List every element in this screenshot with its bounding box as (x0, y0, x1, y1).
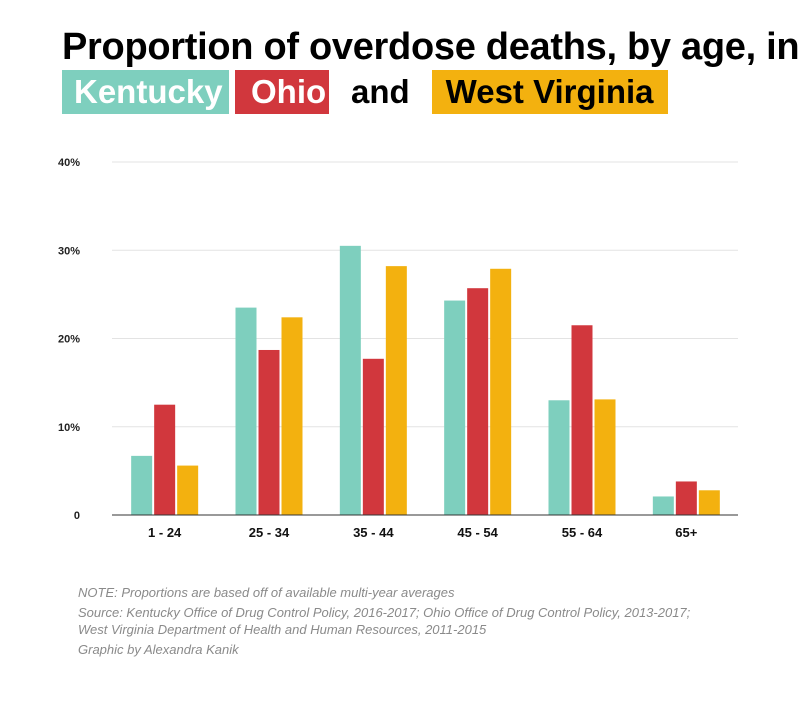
credit-text: Graphic by Alexandra Kanik (78, 642, 239, 657)
x-tick-label: 55 - 64 (562, 525, 603, 540)
source-text: Source: Kentucky Office of Drug Control … (78, 604, 690, 638)
bar-west-virginia (698, 490, 720, 515)
y-axis-ticks: 0 10% 20% 30% 40% (58, 157, 80, 522)
bar-ohio (571, 325, 593, 515)
bar-ohio (258, 349, 280, 515)
legend-ohio: Ohio (235, 70, 329, 114)
bar-west-virginia (281, 317, 303, 515)
bar-kentucky (235, 307, 257, 515)
x-tick-label: 65+ (675, 525, 697, 540)
bar-west-virginia (594, 399, 616, 515)
bar-ohio (675, 481, 697, 515)
y-tick-label: 30% (58, 245, 80, 257)
y-tick-label: 20% (58, 334, 80, 346)
bar-west-virginia (385, 266, 407, 515)
chart-title: Proportion of overdose deaths, by age, i… (62, 26, 800, 68)
y-tick-label: 0 (74, 510, 80, 522)
bar-ohio (362, 358, 384, 515)
bar-kentucky (131, 455, 153, 515)
chart-notes: NOTE: Proportions are based off of avail… (78, 584, 690, 661)
x-tick-label: 1 - 24 (148, 525, 182, 540)
note-text: NOTE: Proportions are based off of avail… (78, 585, 455, 600)
legend-kentucky: Kentucky (62, 70, 229, 114)
bar-west-virginia (177, 465, 199, 515)
x-tick-label: 25 - 34 (249, 525, 290, 540)
title-and: and (351, 73, 410, 110)
x-tick-label: 45 - 54 (457, 525, 498, 540)
bar-kentucky (548, 400, 570, 515)
x-axis-ticks: 1 - 24 25 - 34 35 - 44 45 - 54 55 - 64 65+ (148, 525, 698, 540)
title-legend: Kentucky Ohio and West Virginia (62, 70, 668, 114)
bar-kentucky (339, 245, 361, 515)
bars (131, 245, 720, 515)
bar-ohio (467, 288, 489, 515)
bar-ohio (154, 404, 176, 515)
bar-chart: 0 10% 20% 30% 40% 1 - 24 25 - 34 35 - 44 45 - 5… (58, 157, 738, 540)
bar-west-virginia (490, 268, 512, 515)
bar-kentucky (444, 300, 466, 515)
y-tick-label: 10% (58, 422, 80, 434)
source-line-1: Source: Kentucky Office of Drug Control … (78, 605, 691, 620)
bar-kentucky (652, 496, 674, 515)
x-tick-label: 35 - 44 (353, 525, 394, 540)
y-tick-label: 40% (58, 157, 80, 169)
source-line-2: West Virginia Department of Health and H… (78, 622, 487, 637)
gridlines (112, 161, 738, 428)
legend-west-virginia: West Virginia (431, 70, 668, 114)
